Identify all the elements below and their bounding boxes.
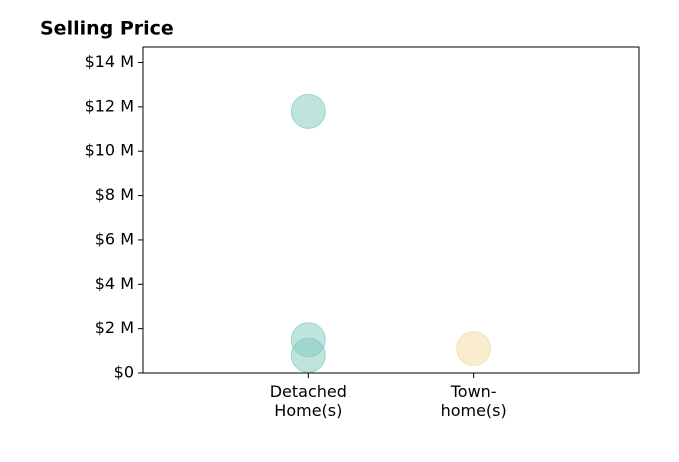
y-tick-label: $6 M <box>95 229 134 248</box>
y-tick-label: $4 M <box>95 274 134 293</box>
chart-title: Selling Price <box>40 18 174 40</box>
y-tick-label: $12 M <box>85 96 134 115</box>
point <box>456 331 492 367</box>
y-tick-label: $14 M <box>85 52 134 71</box>
x-tick-label: Town- home(s) <box>440 382 507 420</box>
plot-frame <box>142 46 640 374</box>
y-tick-label: $0 <box>114 363 134 382</box>
y-tick-label: $8 M <box>95 185 134 204</box>
point <box>290 337 326 373</box>
y-tick-label: $2 M <box>95 318 134 337</box>
point <box>290 93 326 129</box>
x-tick-label: Detached Home(s) <box>269 382 347 420</box>
y-tick-label: $10 M <box>85 141 134 160</box>
